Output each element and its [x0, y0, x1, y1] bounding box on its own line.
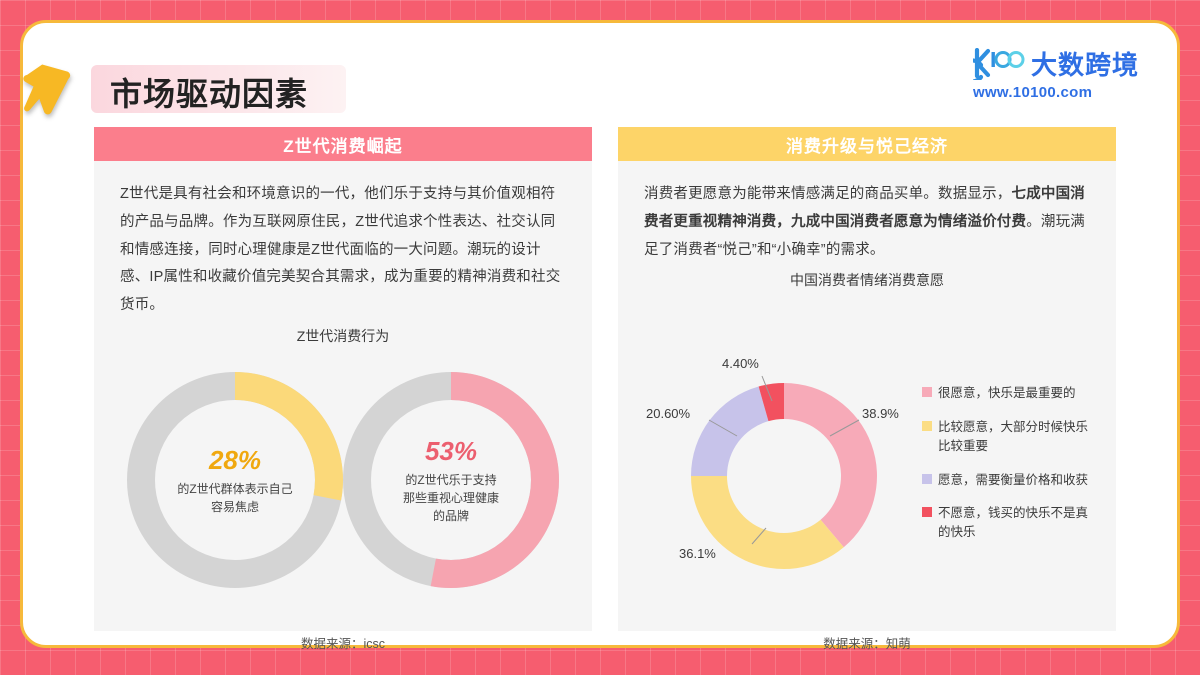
svg-text:20.60%: 20.60% [646, 406, 691, 421]
svg-text:4.40%: 4.40% [722, 356, 759, 371]
svg-text:38.9%: 38.9% [862, 406, 899, 421]
svg-text:36.1%: 36.1% [679, 546, 716, 561]
